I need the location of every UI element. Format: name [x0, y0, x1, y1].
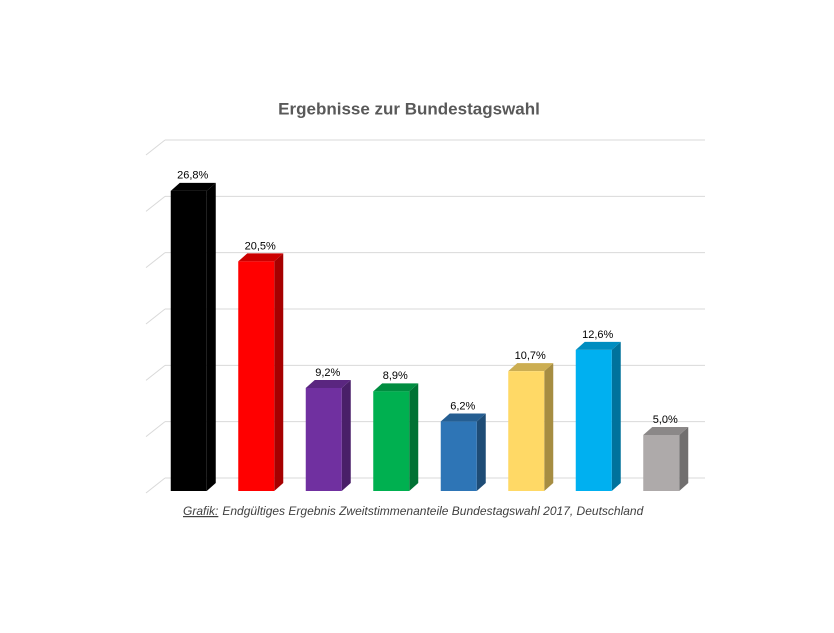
value-label: 26,8%	[177, 170, 208, 182]
value-label: 20,5%	[245, 240, 276, 252]
bar	[508, 371, 545, 491]
bar	[170, 190, 207, 491]
grid-line-side	[145, 477, 166, 494]
bar-top	[508, 363, 554, 372]
bar	[440, 421, 477, 491]
bar-side	[409, 383, 419, 491]
bar-side	[544, 363, 554, 491]
grid-line-side	[145, 139, 166, 156]
bar-top	[440, 413, 486, 422]
bar-top	[170, 182, 216, 191]
caption-label: Grafik:	[183, 504, 218, 518]
bar-top	[305, 379, 351, 388]
bar-top	[643, 427, 689, 435]
bar-top	[575, 341, 621, 350]
bar	[238, 261, 275, 491]
grid-line-side	[145, 364, 166, 381]
bar-top	[373, 383, 419, 392]
bar-side	[476, 413, 486, 491]
caption: Grafik: Endgültiges Ergebnis Zweitstimmen…	[183, 504, 644, 518]
value-label: 10,7%	[515, 350, 546, 362]
grid-line-side	[145, 421, 166, 438]
bar-side	[274, 253, 284, 491]
bar-side	[611, 341, 621, 491]
grid-line-side	[145, 252, 166, 269]
value-label: 9,2%	[315, 367, 340, 379]
value-label: 5,0%	[653, 414, 678, 426]
value-label: 8,9%	[383, 370, 408, 382]
bar	[643, 435, 680, 491]
bar-side	[206, 182, 216, 491]
grid-line-side	[145, 308, 166, 325]
caption-text: Endgültiges Ergebnis Zweitstimmenanteile…	[222, 504, 643, 518]
bar-top	[238, 253, 284, 262]
chart-title: Ergebnisse zur Bundestagswahl	[278, 99, 540, 118]
bar	[575, 349, 612, 491]
value-label: 12,6%	[582, 329, 613, 341]
value-label: 6,2%	[450, 400, 475, 412]
bar	[305, 387, 342, 491]
grid-line-side	[145, 195, 166, 212]
bar-side	[679, 427, 689, 491]
bar	[373, 391, 410, 491]
bar-side	[341, 379, 351, 491]
